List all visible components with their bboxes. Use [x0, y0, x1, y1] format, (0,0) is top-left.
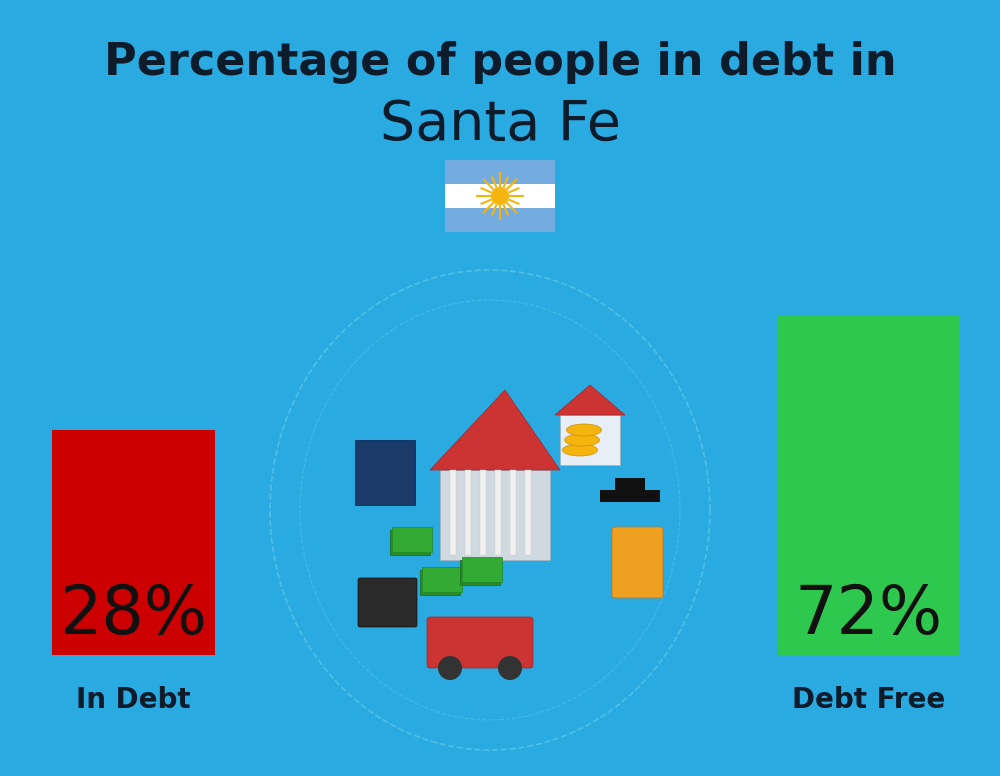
Bar: [355, 440, 415, 505]
Bar: [465, 470, 471, 555]
Text: Santa Fe: Santa Fe: [380, 98, 620, 152]
Circle shape: [498, 656, 522, 680]
Text: 72%: 72%: [795, 582, 943, 648]
FancyBboxPatch shape: [612, 527, 663, 598]
Bar: [495, 470, 501, 555]
Bar: [450, 470, 456, 555]
Bar: [615, 478, 645, 493]
Bar: [445, 208, 555, 232]
Ellipse shape: [566, 424, 602, 436]
Bar: [445, 184, 555, 208]
Polygon shape: [430, 390, 560, 470]
Circle shape: [438, 656, 462, 680]
Circle shape: [491, 187, 509, 205]
Bar: [390, 530, 430, 555]
FancyBboxPatch shape: [358, 578, 417, 627]
Bar: [420, 570, 460, 595]
Bar: [778, 315, 960, 655]
Bar: [510, 470, 516, 555]
Bar: [52, 430, 215, 655]
Bar: [480, 470, 486, 555]
Polygon shape: [555, 385, 625, 415]
Bar: [422, 567, 462, 592]
Bar: [600, 490, 660, 502]
Ellipse shape: [564, 434, 600, 446]
Text: In Debt: In Debt: [76, 686, 191, 714]
Bar: [525, 470, 531, 555]
Text: Debt Free: Debt Free: [792, 686, 946, 714]
Bar: [392, 527, 432, 552]
Bar: [440, 470, 550, 560]
FancyBboxPatch shape: [427, 617, 533, 668]
Text: Percentage of people in debt in: Percentage of people in debt in: [104, 40, 896, 84]
Bar: [462, 557, 502, 582]
Ellipse shape: [562, 444, 598, 456]
Bar: [445, 160, 555, 184]
Text: 28%: 28%: [60, 582, 208, 648]
Bar: [560, 415, 620, 465]
Bar: [460, 560, 500, 585]
